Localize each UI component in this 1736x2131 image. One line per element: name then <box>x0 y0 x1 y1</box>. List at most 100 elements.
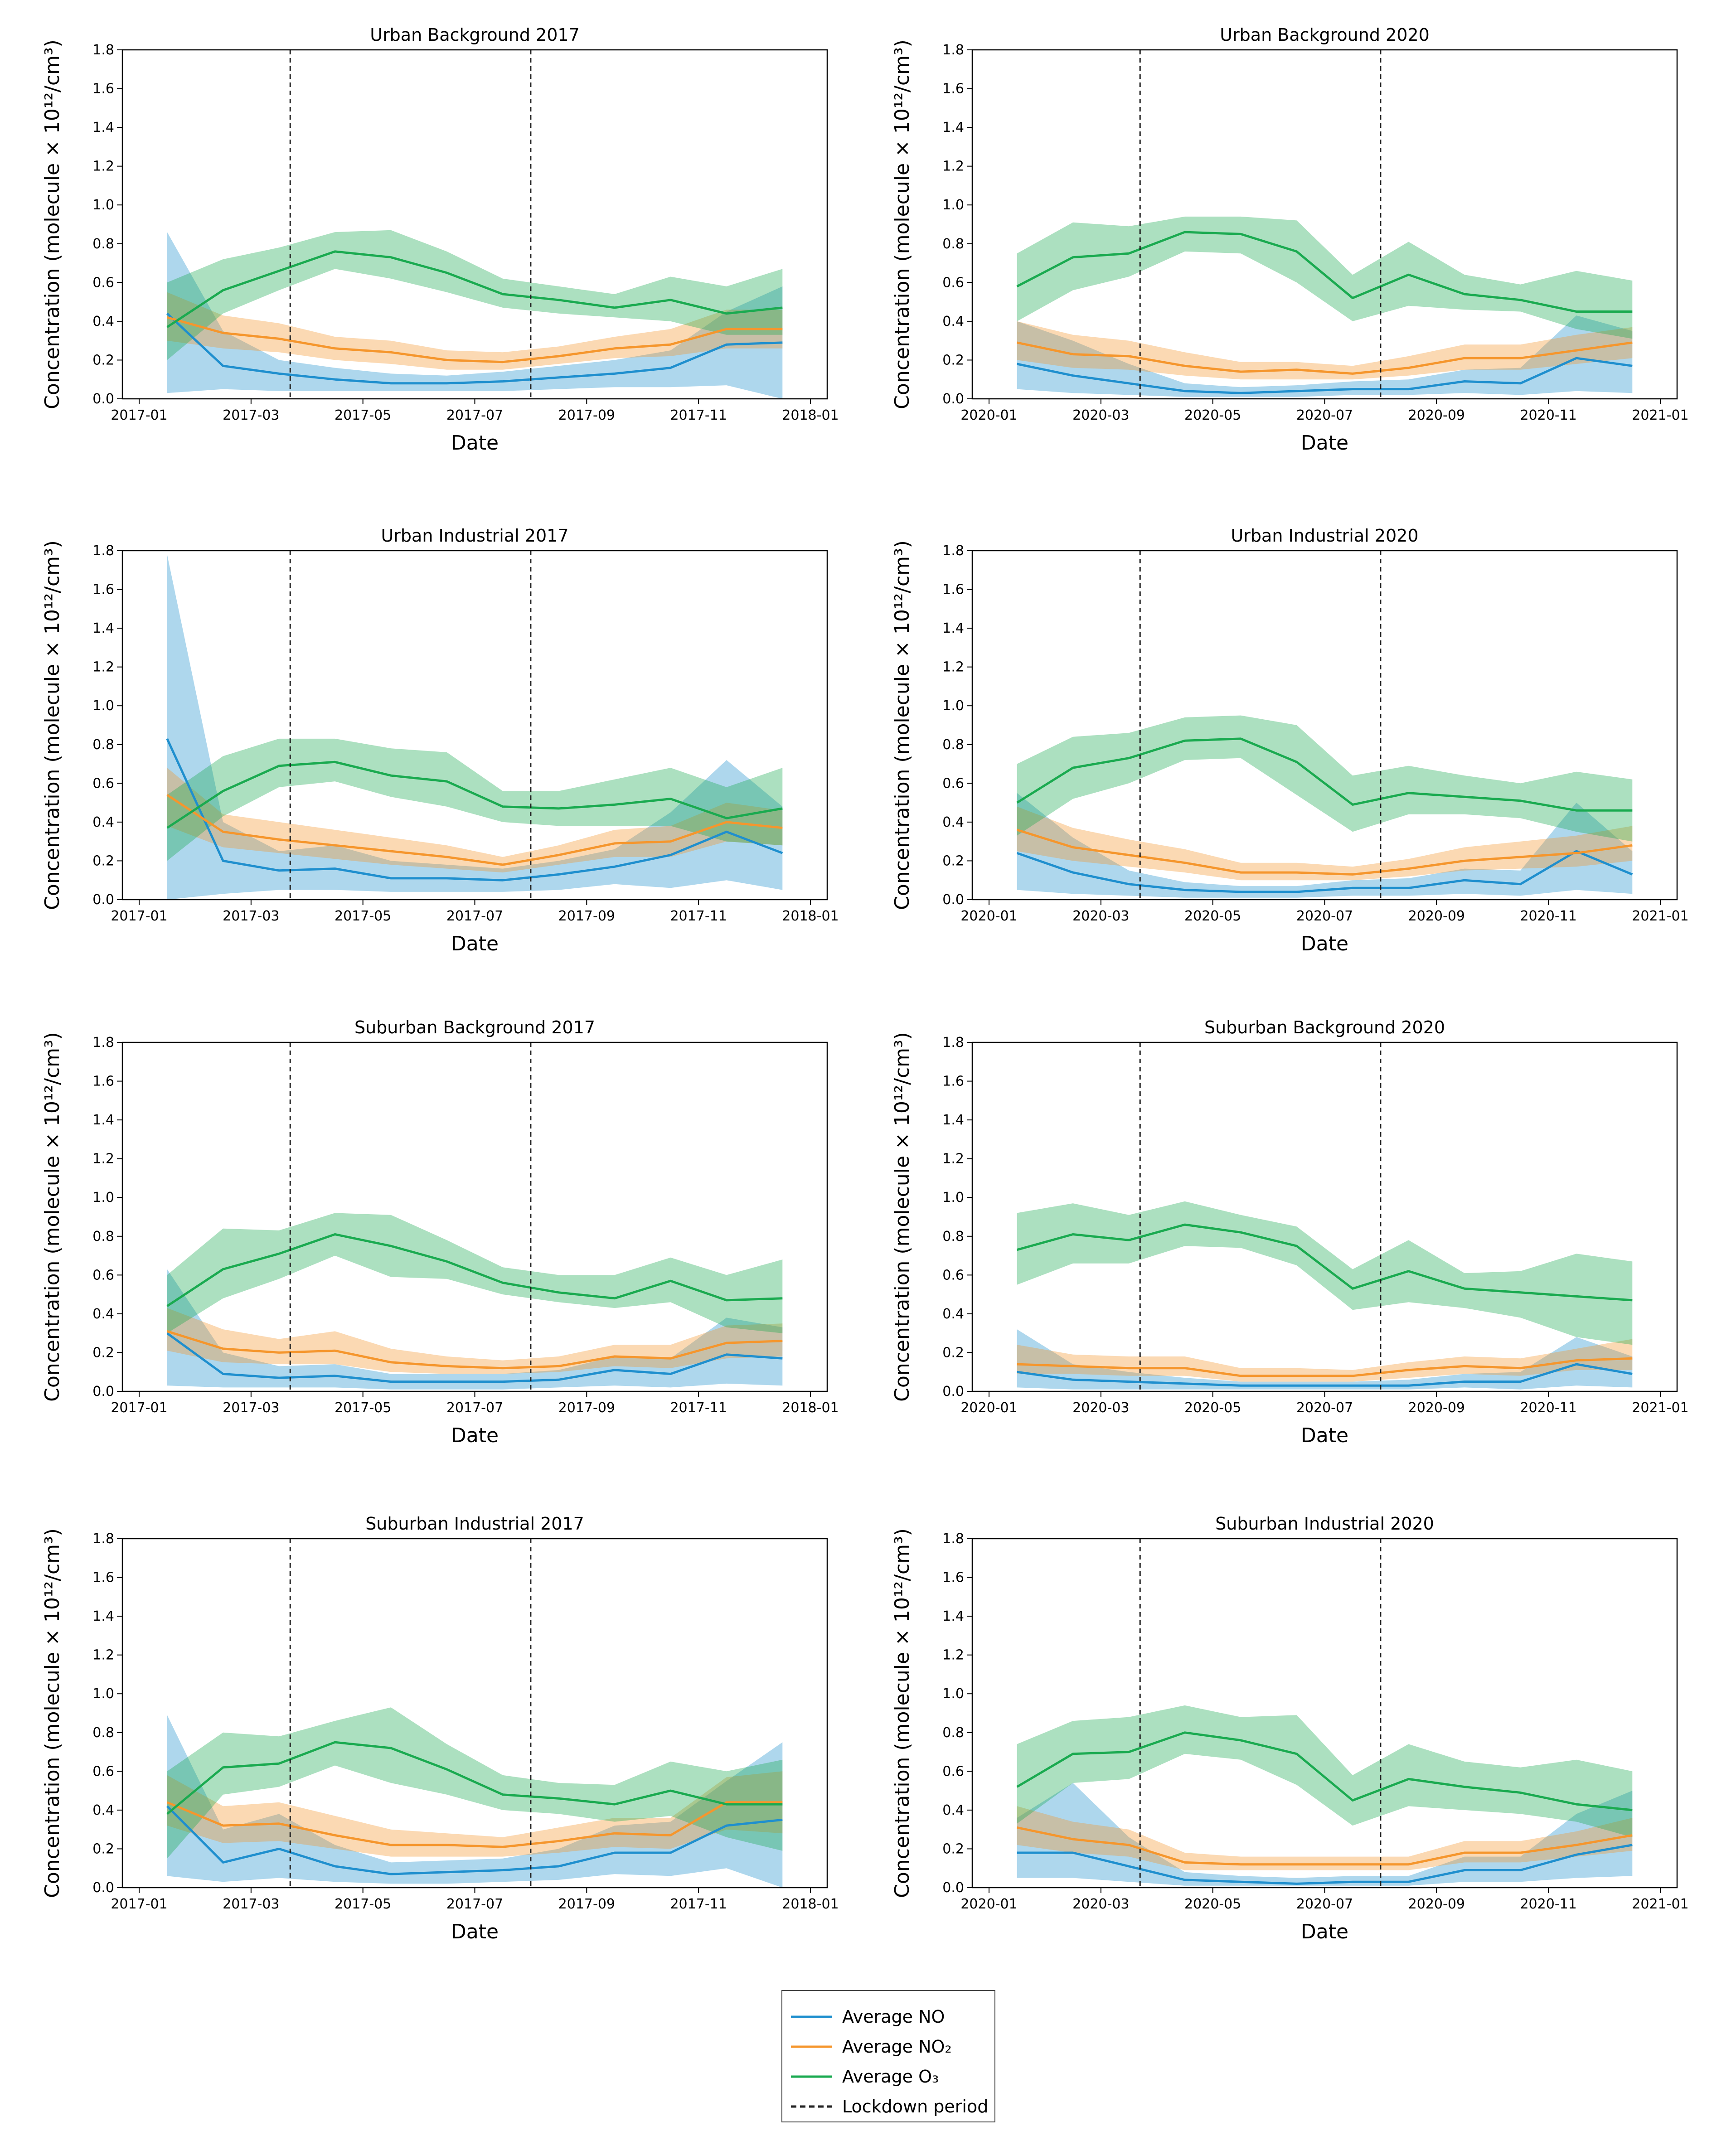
band-no-suburban-industrial-2020 <box>1017 1783 1633 1886</box>
line-no-urban-background-2020 <box>1017 357 1633 394</box>
ytick-label-suburban-industrial-2020: 1.6 <box>942 1570 964 1586</box>
xtick-label-suburban-background-2020: 2021-01 <box>1632 1400 1688 1416</box>
xtick-label-urban-industrial-2017: 2017-09 <box>558 908 615 924</box>
xtick-label-suburban-background-2017: 2018-01 <box>782 1400 839 1416</box>
ytick-label-suburban-background-2020: 0.4 <box>942 1306 964 1322</box>
xtick-label-urban-industrial-2020: 2020-07 <box>1296 908 1353 924</box>
ytick-label-urban-industrial-2017: 1.0 <box>92 698 114 714</box>
ytick-label-suburban-industrial-2017: 0.0 <box>92 1880 114 1896</box>
x-axis-title-suburban-background-2020: Date <box>1301 1424 1348 1447</box>
xtick-label-suburban-background-2020: 2020-05 <box>1184 1400 1241 1416</box>
xtick-label-suburban-industrial-2020: 2020-03 <box>1072 1896 1129 1912</box>
x-axis-title-suburban-industrial-2020: Date <box>1301 1920 1348 1943</box>
ytick-label-urban-background-2017: 1.2 <box>92 159 114 174</box>
ytick-label-suburban-industrial-2017: 1.2 <box>92 1647 114 1663</box>
line-o3-suburban-industrial-2020 <box>1016 1731 1633 1811</box>
xtick-label-suburban-background-2020: 2020-11 <box>1520 1400 1576 1416</box>
band-o3-urban-background-2020 <box>1017 216 1633 339</box>
xtick-label-suburban-industrial-2017: 2017-05 <box>335 1896 391 1912</box>
ytick-label-suburban-industrial-2017: 1.6 <box>92 1570 114 1586</box>
x-axis-title-suburban-background-2017: Date <box>451 1424 499 1447</box>
line-no-suburban-background-2020 <box>1017 1363 1633 1387</box>
ytick-label-suburban-background-2017: 1.0 <box>92 1190 114 1206</box>
ytick-label-suburban-background-2020: 1.2 <box>942 1151 964 1167</box>
x-axis-title-urban-industrial-2020: Date <box>1301 932 1348 955</box>
chart-title-urban-industrial-2020: Urban Industrial 2020 <box>1231 526 1418 546</box>
xtick-label-urban-industrial-2020: 2020-09 <box>1408 908 1465 924</box>
chart-urban-industrial-2017: 0.0 0.2 0.4 0.6 0.8 1.0 1.2 1.4 1.6 1.8 2017-01 201… <box>41 526 839 955</box>
band-no2-urban-industrial-2017 <box>167 768 783 873</box>
ytick-label-suburban-industrial-2020: 1.8 <box>942 1531 964 1547</box>
xtick-label-suburban-industrial-2017: 2017-11 <box>670 1896 727 1912</box>
xtick-label-suburban-industrial-2020: 2020-11 <box>1520 1896 1576 1912</box>
y-axis-title-urban-background-2017: Concentration (molecule × 10¹²/cm³) <box>41 39 64 409</box>
ytick-label-suburban-industrial-2020: 0.0 <box>942 1880 964 1896</box>
band-no2-suburban-industrial-2020 <box>1017 1806 1633 1870</box>
line-o3-urban-background-2017 <box>166 250 783 328</box>
ytick-label-suburban-industrial-2020: 0.2 <box>942 1841 964 1857</box>
band-no-suburban-industrial-2017 <box>167 1715 783 1888</box>
ytick-label-suburban-background-2020: 0.8 <box>942 1229 964 1245</box>
ytick-label-urban-industrial-2017: 0.6 <box>92 775 114 791</box>
xtick-label-urban-background-2020: 2021-01 <box>1632 407 1688 423</box>
line-o3-suburban-background-2020 <box>1017 1223 1633 1302</box>
chart-title-suburban-industrial-2020: Suburban Industrial 2020 <box>1215 1514 1434 1534</box>
chart-suburban-background-2020: 0.0 0.2 0.4 0.6 0.8 1.0 1.2 1.4 1.6 1.8 2020-01 202… <box>891 1017 1689 1447</box>
xtick-label-suburban-industrial-2017: 2017-07 <box>446 1896 503 1912</box>
ytick-label-urban-industrial-2020: 0.2 <box>942 853 964 869</box>
band-o3-urban-industrial-2017 <box>167 738 783 861</box>
xtick-label-suburban-industrial-2020: 2020-01 <box>960 1896 1017 1912</box>
xtick-label-urban-industrial-2020: 2020-01 <box>960 908 1017 924</box>
ytick-label-suburban-background-2017: 1.6 <box>92 1074 114 1090</box>
ytick-label-suburban-background-2020: 0.0 <box>942 1384 964 1400</box>
ytick-label-urban-background-2017: 1.6 <box>92 81 114 97</box>
y-axis-title-suburban-industrial-2017: Concentration (molecule × 10¹²/cm³) <box>41 1528 64 1898</box>
ytick-label-suburban-background-2020: 1.0 <box>942 1190 964 1206</box>
band-no-urban-background-2017 <box>167 232 783 399</box>
ytick-label-urban-industrial-2017: 0.8 <box>92 737 114 753</box>
y-axis-title-urban-industrial-2017: Concentration (molecule × 10¹²/cm³) <box>41 540 64 910</box>
ytick-label-suburban-background-2020: 1.6 <box>942 1074 964 1090</box>
xtick-label-suburban-industrial-2017: 2018-01 <box>782 1896 839 1912</box>
chart-urban-industrial-2020: 0.0 0.2 0.4 0.6 0.8 1.0 1.2 1.4 1.6 1.8 2020-01 202… <box>891 526 1689 955</box>
xtick-label-urban-industrial-2020: 2020-11 <box>1520 908 1576 924</box>
ytick-label-urban-background-2017: 1.4 <box>92 120 114 136</box>
xtick-label-urban-background-2017: 2017-01 <box>111 407 167 423</box>
ytick-label-urban-industrial-2020: 1.2 <box>942 659 964 675</box>
line-no-suburban-background-2017 <box>166 1332 783 1383</box>
ytick-label-suburban-industrial-2017: 0.2 <box>92 1841 114 1857</box>
ytick-label-urban-background-2017: 0.8 <box>92 236 114 252</box>
xtick-label-urban-background-2020: 2020-09 <box>1408 407 1465 423</box>
ytick-label-urban-industrial-2017: 1.2 <box>92 659 114 675</box>
xtick-label-urban-background-2020: 2020-01 <box>960 407 1017 423</box>
line-no2-urban-industrial-2017 <box>166 794 783 866</box>
ytick-label-urban-background-2020: 0.6 <box>942 275 964 291</box>
chart-title-urban-background-2020: Urban Background 2020 <box>1220 25 1430 45</box>
legend-label-no: Average NO <box>842 2007 945 2027</box>
x-axis-title-urban-industrial-2017: Date <box>451 932 499 955</box>
ytick-label-suburban-industrial-2020: 1.0 <box>942 1686 964 1702</box>
chart-suburban-industrial-2017: 0.0 0.2 0.4 0.6 0.8 1.0 1.2 1.4 1.6 1.8 2017-01 201… <box>41 1514 839 1943</box>
legend-label-o3: Average O₃ <box>842 2067 939 2087</box>
y-axis-title-suburban-background-2017: Concentration (molecule × 10¹²/cm³) <box>41 1032 64 1402</box>
chart-suburban-industrial-2020: 0.0 0.2 0.4 0.6 0.8 1.0 1.2 1.4 1.6 1.8 2020-01 202… <box>891 1514 1689 1943</box>
ytick-label-suburban-industrial-2020: 0.8 <box>942 1725 964 1741</box>
xtick-label-suburban-industrial-2020: 2021-01 <box>1632 1896 1688 1912</box>
ytick-label-suburban-background-2017: 0.4 <box>92 1306 114 1322</box>
xtick-label-urban-industrial-2020: 2020-03 <box>1072 908 1129 924</box>
ytick-label-urban-industrial-2020: 1.4 <box>942 620 964 636</box>
ytick-label-suburban-background-2017: 0.2 <box>92 1345 114 1361</box>
xtick-label-urban-background-2020: 2020-07 <box>1296 407 1353 423</box>
line-o3-urban-background-2020 <box>1016 231 1633 313</box>
band-no2-suburban-industrial-2017 <box>167 1771 783 1857</box>
xtick-label-suburban-background-2017: 2017-11 <box>670 1400 727 1416</box>
chart-title-urban-industrial-2017: Urban Industrial 2017 <box>381 526 568 546</box>
ytick-label-urban-industrial-2017: 1.6 <box>92 582 114 598</box>
x-axis-title-urban-background-2017: Date <box>451 431 499 455</box>
xtick-label-urban-industrial-2017: 2017-01 <box>111 908 167 924</box>
line-no-urban-background-2017 <box>166 312 783 385</box>
xtick-label-urban-background-2017: 2018-01 <box>782 407 839 423</box>
xtick-label-suburban-industrial-2017: 2017-03 <box>223 1896 279 1912</box>
band-o3-suburban-background-2020 <box>1017 1201 1633 1345</box>
xtick-label-urban-industrial-2017: 2017-05 <box>335 908 391 924</box>
